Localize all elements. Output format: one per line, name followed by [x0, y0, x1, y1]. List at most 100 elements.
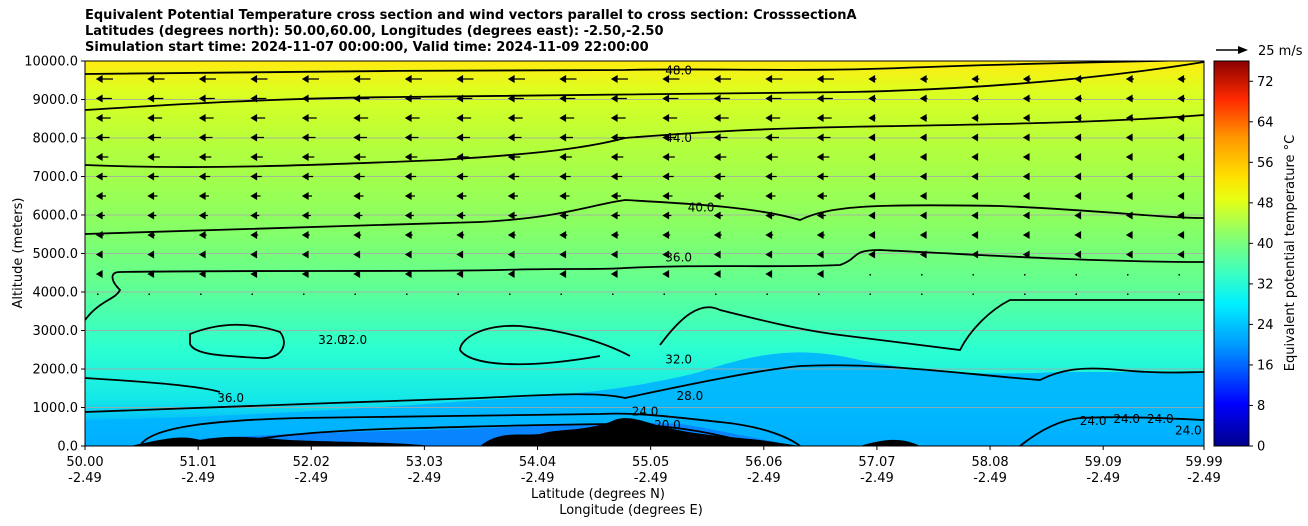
wind-vector: [1125, 74, 1134, 84]
wind-vector: [868, 230, 876, 240]
wind-vector: [353, 250, 361, 259]
colorbar: [1213, 60, 1250, 447]
wind-vector: [456, 172, 468, 181]
contour-label: 28.0: [677, 389, 704, 403]
wind-vector: [559, 113, 575, 123]
wind-vector: [1022, 230, 1030, 240]
wind-vector: [353, 172, 365, 181]
wind-vector: [610, 230, 619, 240]
wind-vector: [869, 293, 871, 295]
wind-vector: [713, 211, 723, 220]
wind-vector: [301, 269, 309, 279]
wind-vector: [868, 94, 876, 103]
wind-vector: [610, 269, 618, 279]
wind-vector: [816, 74, 834, 84]
x-tick-label-lon: -2.49: [408, 471, 442, 486]
colorbar-tick-label: 16: [1257, 358, 1274, 373]
wind-vector: [1125, 230, 1133, 240]
contour-32-c: [459, 325, 631, 366]
wind-vector: [713, 113, 729, 123]
wind-vector: [507, 191, 518, 201]
contour-32-a: [189, 323, 285, 359]
wind-vector: [95, 191, 106, 201]
wind-vector: [250, 152, 263, 162]
wind-vector: [610, 191, 621, 201]
y-tick-label: 9000.0: [33, 93, 79, 108]
wind-vector: [1022, 172, 1030, 181]
wind-vector: [250, 133, 264, 142]
wind-vector: [559, 133, 573, 142]
wind-vector: [148, 293, 150, 295]
wind-vector: [1177, 74, 1186, 84]
wind-vector: [456, 113, 472, 123]
wind-vector: [1022, 113, 1031, 123]
y-tick-label: 3000.0: [33, 324, 79, 339]
wind-vector: [507, 113, 523, 123]
wind-vector: [1022, 94, 1031, 103]
wind-vector: [610, 94, 627, 103]
wind-vector: [404, 113, 420, 123]
wind-vector: [971, 211, 979, 220]
terrain-mask: [85, 418, 920, 446]
wind-vector: [868, 211, 876, 220]
x-tick-label-lat: 51.01: [180, 455, 217, 470]
contour-20: [219, 423, 761, 446]
wind-vector: [1125, 172, 1133, 181]
x-tick-label-lat: 59.09: [1085, 455, 1122, 470]
wind-vector: [147, 230, 156, 240]
wind-vector: [507, 133, 522, 142]
wind-vector: [713, 152, 727, 162]
wind-vector: [1177, 230, 1185, 240]
wind-vector: [662, 94, 679, 103]
wind-vector: [507, 230, 516, 240]
contour-label: 32.0: [340, 333, 367, 347]
wind-vector: [610, 250, 618, 259]
wind-vector: [509, 293, 511, 295]
contour-40: [85, 199, 1204, 235]
wind-vector: [95, 74, 113, 84]
colorbar-tick-label: 40: [1257, 237, 1274, 252]
wind-vector: [198, 269, 206, 279]
contour-48: [85, 61, 1199, 75]
wind-vector: [765, 250, 773, 259]
wind-vector: [95, 152, 109, 162]
wind-vector: [919, 94, 928, 103]
x-tick-label-lat: 52.02: [293, 455, 330, 470]
y-tick-label: 6000.0: [33, 209, 79, 224]
wind-vector: [765, 230, 774, 240]
y-tick-label: 10000.0: [24, 55, 78, 70]
wind-vector: [715, 293, 717, 295]
wind-vector: [507, 152, 521, 162]
wind-vector: [868, 113, 876, 123]
wind-vector: [919, 230, 927, 240]
wind-vector: [559, 191, 570, 201]
wind-vector: [663, 293, 665, 295]
wind-vector: [95, 269, 103, 279]
wind-vector: [1024, 293, 1026, 295]
wind-vector: [765, 133, 779, 142]
wind-vector: [301, 74, 319, 84]
wind-vector: [507, 211, 517, 220]
wind-vector: [404, 152, 418, 162]
wind-vector: [713, 250, 721, 259]
wind-vector: [816, 133, 831, 142]
contour-label: 40.0: [688, 200, 715, 214]
wind-vector: [404, 269, 412, 279]
wind-vector: [662, 133, 676, 142]
wind-vector: [868, 74, 877, 84]
wind-vector: [456, 152, 469, 162]
wind-vector: [1074, 211, 1082, 220]
wind-vector: [456, 269, 464, 279]
wind-vector: [507, 172, 520, 181]
colorbar-tick-label: 24: [1257, 318, 1274, 333]
contour-32-b: [85, 377, 221, 393]
wind-vector: [406, 293, 408, 295]
wind-vector: [198, 133, 213, 142]
contour-label: 24.0: [632, 404, 659, 418]
wind-vector: [919, 211, 927, 220]
x-tick-label-lon: -2.49: [860, 471, 894, 486]
wind-vector: [610, 172, 623, 181]
colorbar-tick-label: 64: [1257, 115, 1274, 130]
wind-vector: [1177, 94, 1185, 103]
contour-label: 48.0: [665, 64, 692, 78]
